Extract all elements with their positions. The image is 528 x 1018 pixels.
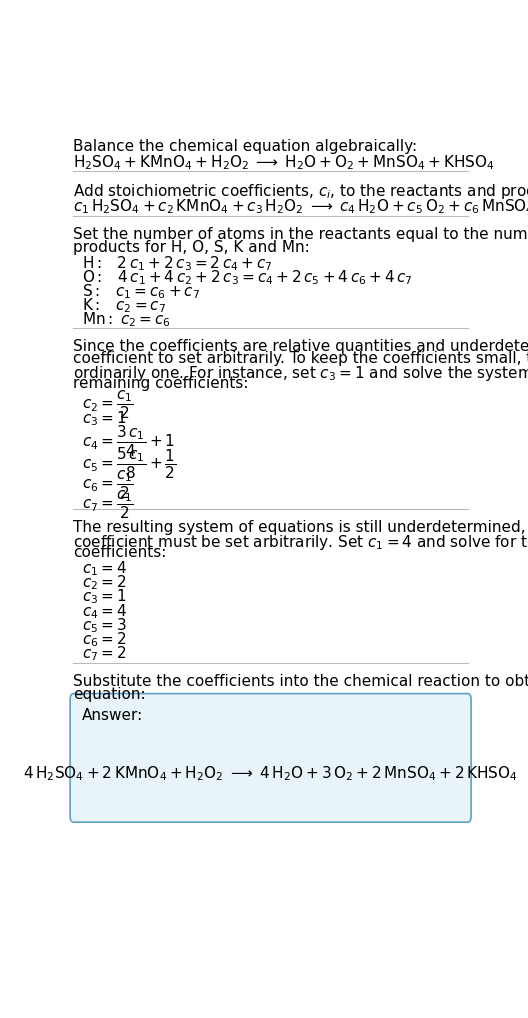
Text: $c_4 = \dfrac{3\,c_1}{4} + 1$: $c_4 = \dfrac{3\,c_1}{4} + 1$ — [82, 423, 175, 459]
FancyBboxPatch shape — [70, 693, 471, 823]
Text: $c_2 = 2$: $c_2 = 2$ — [82, 574, 127, 592]
Text: $c_6 = \dfrac{c_1}{2}$: $c_6 = \dfrac{c_1}{2}$ — [82, 468, 134, 501]
Text: equation:: equation: — [73, 686, 146, 701]
Text: $c_7 = \dfrac{c_1}{2}$: $c_7 = \dfrac{c_1}{2}$ — [82, 489, 134, 521]
Text: $\mathrm{Mn:}\; c_2 = c_6$: $\mathrm{Mn:}\; c_2 = c_6$ — [82, 310, 171, 329]
Text: The resulting system of equations is still underdetermined, so an additional: The resulting system of equations is sti… — [73, 520, 528, 535]
Text: Set the number of atoms in the reactants equal to the number of atoms in the: Set the number of atoms in the reactants… — [73, 227, 528, 242]
Text: $4\,\mathrm{H_2SO_4} + 2\,\mathrm{KMnO_4} + \mathrm{H_2O_2} \;\longrightarrow\; : $4\,\mathrm{H_2SO_4} + 2\,\mathrm{KMnO_4… — [23, 765, 518, 784]
Text: Balance the chemical equation algebraically:: Balance the chemical equation algebraica… — [73, 139, 418, 155]
Text: $c_6 = 2$: $c_6 = 2$ — [82, 630, 127, 648]
Text: $\mathrm{K:}\;\;\; c_2 = c_7$: $\mathrm{K:}\;\;\; c_2 = c_7$ — [82, 296, 166, 315]
Text: $\mathrm{H_2SO_4 + KMnO_4 + H_2O_2 \;\longrightarrow\; H_2O + O_2 + MnSO_4 + KHS: $\mathrm{H_2SO_4 + KMnO_4 + H_2O_2 \;\lo… — [73, 154, 495, 172]
Text: $c_7 = 2$: $c_7 = 2$ — [82, 644, 127, 663]
Text: $c_3 = 1$: $c_3 = 1$ — [82, 587, 127, 607]
Text: remaining coefficients:: remaining coefficients: — [73, 376, 249, 391]
Text: coefficient to set arbitrarily. To keep the coefficients small, the arbitrary va: coefficient to set arbitrarily. To keep … — [73, 351, 528, 366]
Text: $c_1 = 4$: $c_1 = 4$ — [82, 560, 127, 578]
Text: Since the coefficients are relative quantities and underdetermined, choose a: Since the coefficients are relative quan… — [73, 339, 528, 353]
Text: $c_2 = \dfrac{c_1}{2}$: $c_2 = \dfrac{c_1}{2}$ — [82, 389, 134, 421]
Text: coefficient must be set arbitrarily. Set $c_1 = 4$ and solve for the remaining: coefficient must be set arbitrarily. Set… — [73, 532, 528, 552]
Text: $c_5 = 3$: $c_5 = 3$ — [82, 616, 127, 634]
Text: $c_4 = 4$: $c_4 = 4$ — [82, 602, 127, 621]
Text: $\mathrm{H:}\;\;\; 2\,c_1 + 2\,c_3 = 2\,c_4 + c_7$: $\mathrm{H:}\;\;\; 2\,c_1 + 2\,c_3 = 2\,… — [82, 253, 273, 273]
Text: Add stoichiometric coefficients, $c_i$, to the reactants and products:: Add stoichiometric coefficients, $c_i$, … — [73, 182, 528, 201]
Text: $c_1\,\mathrm{H_2SO_4} + c_2\,\mathrm{KMnO_4} + c_3\,\mathrm{H_2O_2} \;\longrigh: $c_1\,\mathrm{H_2SO_4} + c_2\,\mathrm{KM… — [73, 197, 528, 216]
Text: Substitute the coefficients into the chemical reaction to obtain the balanced: Substitute the coefficients into the che… — [73, 674, 528, 689]
Text: coefficients:: coefficients: — [73, 546, 167, 561]
Text: $\mathrm{S:}\;\;\; c_1 = c_6 + c_7$: $\mathrm{S:}\;\;\; c_1 = c_6 + c_7$ — [82, 282, 201, 300]
Text: $\mathrm{O:}\;\;\; 4\,c_1 + 4\,c_2 + 2\,c_3 = c_4 + 2\,c_5 + 4\,c_6 + 4\,c_7$: $\mathrm{O:}\;\;\; 4\,c_1 + 4\,c_2 + 2\,… — [82, 268, 413, 287]
Text: products for H, O, S, K and Mn:: products for H, O, S, K and Mn: — [73, 240, 310, 254]
Text: Answer:: Answer: — [82, 708, 144, 723]
Text: ordinarily one. For instance, set $c_3 = 1$ and solve the system of equations fo: ordinarily one. For instance, set $c_3 =… — [73, 363, 528, 383]
Text: $c_5 = \dfrac{5\,c_1}{8} + \dfrac{1}{2}$: $c_5 = \dfrac{5\,c_1}{8} + \dfrac{1}{2}$ — [82, 445, 177, 480]
Text: $c_3 = 1$: $c_3 = 1$ — [82, 409, 127, 428]
